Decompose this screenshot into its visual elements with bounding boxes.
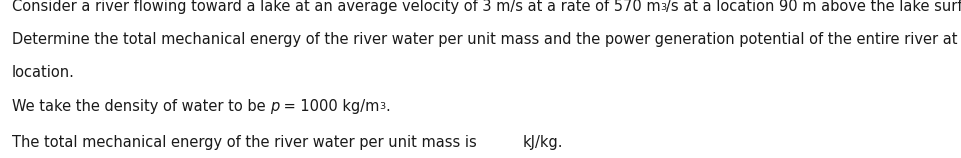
Text: p: p [269,99,279,114]
Text: /s at a location 90 m above the lake surface.: /s at a location 90 m above the lake sur… [666,0,961,14]
Text: The total mechanical energy of the river water per unit mass is: The total mechanical energy of the river… [12,135,476,150]
Text: We take the density of water to be: We take the density of water to be [12,99,269,114]
Text: 3: 3 [659,3,666,12]
Text: 3: 3 [379,102,385,111]
Text: Determine the total mechanical energy of the river water per unit mass and the p: Determine the total mechanical energy of… [12,32,961,47]
Text: = 1000 kg/m: = 1000 kg/m [279,99,379,114]
Text: Consider a river flowing toward a lake at an average velocity of 3 m/s at a rate: Consider a river flowing toward a lake a… [12,0,659,14]
Text: .: . [385,99,390,114]
Text: kJ/kg.: kJ/kg. [522,135,562,150]
Text: location.: location. [12,65,74,80]
